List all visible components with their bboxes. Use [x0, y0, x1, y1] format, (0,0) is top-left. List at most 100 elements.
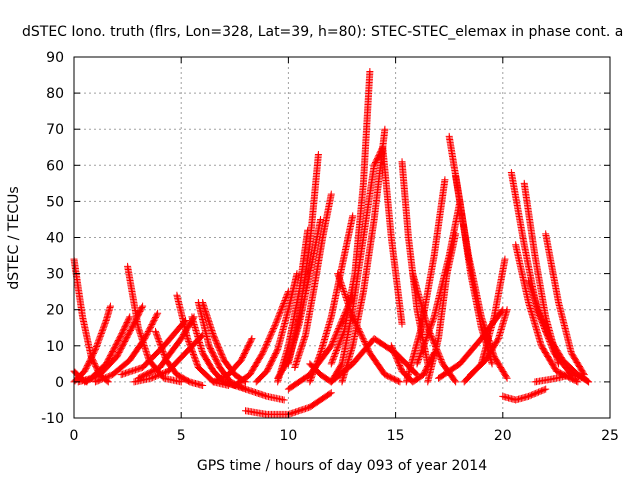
data-point: [528, 287, 536, 295]
data-point: [366, 67, 374, 75]
series-arc-31: [359, 143, 406, 328]
data-point: [429, 317, 437, 325]
data-point: [537, 387, 545, 395]
data-point: [266, 333, 274, 341]
data-point: [106, 302, 114, 310]
data-point: [345, 301, 353, 309]
data-point: [280, 299, 288, 307]
series-arc-16: [209, 335, 256, 386]
data-point: [160, 349, 168, 357]
data-point: [91, 378, 99, 386]
data-point: [438, 357, 446, 365]
series-arc-23: [291, 190, 335, 371]
data-point: [529, 289, 537, 297]
data-point: [337, 319, 345, 327]
data-point: [585, 378, 593, 386]
series-arc-34: [398, 158, 432, 368]
data-point: [534, 304, 542, 312]
data-point: [539, 386, 547, 394]
data-point: [264, 337, 272, 345]
x-tick-label: 10: [279, 428, 297, 444]
data-point: [334, 326, 342, 334]
data-point: [270, 323, 278, 331]
data-point: [275, 311, 283, 319]
data-point: [415, 355, 423, 363]
series-arc-17: [220, 378, 288, 404]
data-point: [340, 329, 348, 337]
data-point: [260, 346, 268, 354]
series-arc-50: [531, 371, 593, 386]
data-point: [337, 335, 345, 343]
data-point: [532, 389, 540, 397]
data-point: [437, 356, 445, 364]
data-point: [417, 348, 425, 356]
data-point: [541, 326, 549, 334]
data-point: [503, 374, 511, 382]
data-point: [153, 332, 161, 340]
data-point: [267, 330, 275, 338]
data-point: [159, 369, 167, 377]
axis-ticks: [73, 56, 611, 419]
data-point: [97, 375, 105, 383]
grid-lines: [74, 57, 610, 418]
data-point: [340, 288, 348, 296]
data-point: [398, 320, 406, 328]
x-axis-label: GPS time / hours of day 093 of year 2014: [197, 458, 487, 474]
data-point: [328, 357, 336, 365]
data-point: [494, 336, 502, 344]
y-tick-label: 60: [46, 158, 64, 174]
series-arc-24: [284, 150, 322, 368]
series-arc-49: [542, 230, 588, 379]
data-point: [273, 317, 281, 325]
data-point: [529, 391, 537, 399]
data-point: [306, 378, 314, 386]
data-point: [436, 354, 444, 362]
data-point: [159, 348, 167, 356]
data-point: [531, 295, 539, 303]
data-point: [336, 338, 344, 346]
data-point: [422, 335, 430, 343]
data-point: [344, 299, 352, 307]
data-point: [328, 340, 336, 348]
data-point: [192, 356, 200, 364]
data-point: [344, 298, 352, 306]
data-point: [532, 299, 540, 307]
data-point: [527, 284, 535, 292]
data-point: [339, 330, 347, 338]
data-point: [100, 322, 108, 330]
data-point: [334, 270, 342, 278]
data-point: [158, 345, 166, 353]
data-point: [186, 342, 194, 350]
data-point: [348, 310, 356, 318]
data-point: [151, 372, 159, 380]
data-point: [139, 302, 147, 310]
data-point: [337, 280, 345, 288]
data-point: [270, 324, 278, 332]
data-point: [99, 375, 107, 383]
data-point: [153, 311, 161, 319]
data-point: [158, 346, 166, 354]
data-point: [248, 335, 256, 343]
data-point: [349, 212, 357, 220]
data-point: [333, 329, 341, 337]
data-point: [337, 336, 345, 344]
data-point: [153, 372, 161, 380]
data-point: [188, 346, 196, 354]
y-tick-label: 80: [46, 86, 64, 102]
data-point: [426, 325, 434, 333]
data-point: [259, 348, 267, 356]
data-point: [101, 374, 109, 382]
data-point: [583, 377, 591, 385]
data-point: [451, 377, 459, 385]
data-point: [537, 314, 545, 322]
data-point: [539, 318, 547, 326]
data-point: [574, 378, 582, 386]
data-point: [330, 336, 338, 344]
data-point: [101, 319, 109, 327]
data-point: [421, 338, 429, 346]
data-point: [341, 292, 349, 300]
data-point: [529, 290, 537, 298]
data-point: [525, 278, 533, 286]
data-point: [419, 344, 427, 352]
data-point: [356, 329, 364, 337]
